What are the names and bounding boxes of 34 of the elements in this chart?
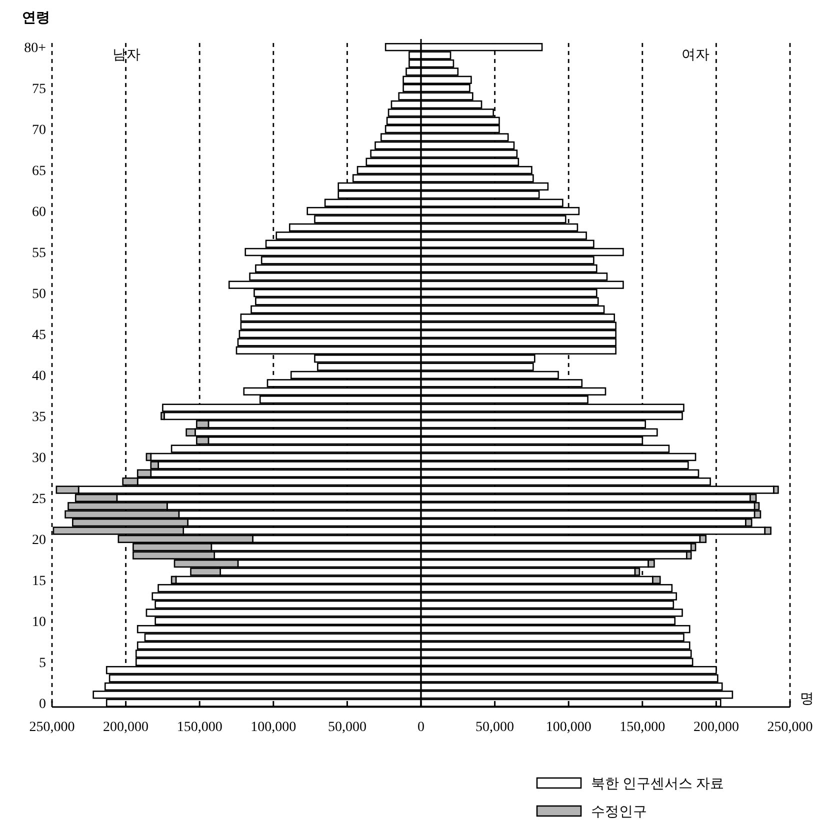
x-tick-label: 100,000 <box>250 720 296 735</box>
annotation: 여자 <box>682 48 710 63</box>
y-tick-label: 25 <box>32 492 46 507</box>
y-tick-label: 45 <box>32 328 46 344</box>
y-tick-label: 40 <box>32 369 46 384</box>
y-axis-title: 연령 <box>22 11 50 26</box>
y-tick-label: 35 <box>32 410 46 425</box>
x-tick-label: 50,000 <box>328 720 366 735</box>
x-tick-label: 100,000 <box>546 720 592 735</box>
x-axis-title: 명 <box>800 692 814 707</box>
x-tick-label: 200,000 <box>103 720 149 735</box>
y-tick-label: 15 <box>32 574 46 589</box>
x-tick-label: 200,000 <box>693 720 739 735</box>
legend-label: 수정인구 <box>591 805 647 820</box>
y-tick-label: 10 <box>32 614 46 630</box>
y-tick-label: 50 <box>32 287 46 302</box>
x-tick-label: 0 <box>418 720 424 735</box>
y-tick-label: 60 <box>32 205 46 220</box>
x-tick-label: 250,000 <box>767 720 813 735</box>
y-tick-label: 70 <box>32 123 46 138</box>
x-tick-label: 150,000 <box>620 720 666 735</box>
y-tick-label: 80+ <box>24 41 46 56</box>
legend-label: 북한 인구센서스 자료 <box>591 777 724 792</box>
y-tick-label: 5 <box>39 656 46 671</box>
x-tick-label: 50,000 <box>476 720 514 735</box>
y-tick-label: 65 <box>32 164 46 180</box>
y-tick-label: 20 <box>32 532 46 548</box>
x-tick-label: 150,000 <box>176 720 222 735</box>
y-tick-label: 55 <box>32 246 46 262</box>
y-tick-label: 0 <box>39 696 46 712</box>
y-tick-label: 30 <box>32 450 46 466</box>
annotation: 남자 <box>112 48 140 63</box>
x-tick-label: 250,000 <box>29 720 75 735</box>
y-tick-label: 75 <box>32 82 46 98</box>
